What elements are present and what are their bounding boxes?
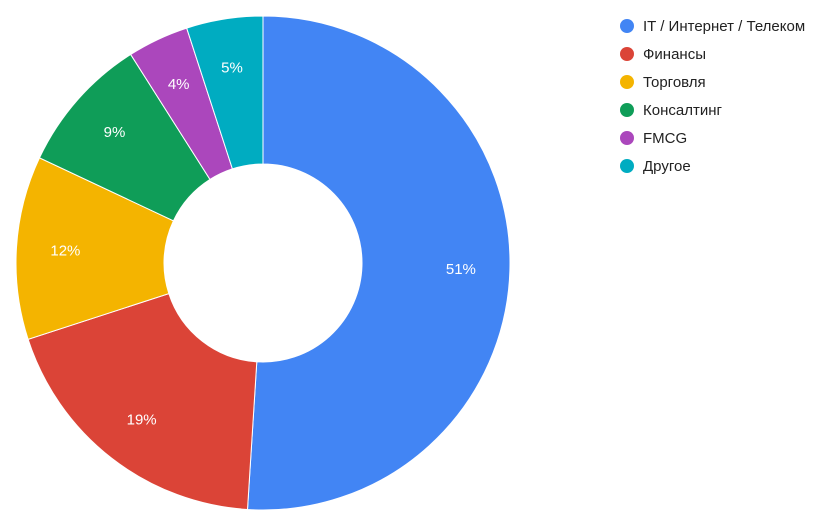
legend-swatch-icon <box>620 47 634 61</box>
donut-slice-2[interactable] <box>15 157 175 340</box>
donut-slice-labels: 51% 19% 12% 9% 4% 5% <box>50 59 476 428</box>
legend-label: FMCG <box>643 129 688 147</box>
chart-legend: IT / Интернет / Телеком Финансы Торговля Ко… <box>620 12 805 180</box>
slice-label-1: 19% <box>127 411 157 428</box>
legend-swatch-icon <box>620 103 634 117</box>
slice-label-2: 12% <box>50 243 80 260</box>
legend-label: Торговля <box>643 73 706 91</box>
legend-item-0[interactable]: IT / Интернет / Телеком <box>620 12 805 40</box>
legend-item-2[interactable]: Торговля <box>620 68 805 96</box>
legend-item-4[interactable]: FMCG <box>620 124 805 152</box>
legend-item-3[interactable]: Консалтинг <box>620 96 805 124</box>
legend-swatch-icon <box>620 159 634 173</box>
donut-slice-1[interactable] <box>27 292 258 511</box>
legend-item-5[interactable]: Другое <box>620 152 805 180</box>
legend-item-1[interactable]: Финансы <box>620 40 805 68</box>
legend-swatch-icon <box>620 75 634 89</box>
legend-label: IT / Интернет / Телеком <box>643 17 806 35</box>
legend-swatch-icon <box>620 131 634 145</box>
legend-swatch-icon <box>620 19 634 33</box>
slice-label-3: 9% <box>104 124 126 141</box>
legend-label: Другое <box>643 157 691 175</box>
legend-label: Финансы <box>643 45 706 63</box>
donut-slices <box>15 15 511 511</box>
slice-label-5: 5% <box>221 59 243 76</box>
donut-slice-5[interactable] <box>186 15 264 170</box>
slice-label-4: 4% <box>168 76 190 93</box>
slice-label-0: 51% <box>446 261 476 278</box>
donut-slice-0[interactable] <box>246 15 511 511</box>
legend-label: Консалтинг <box>643 101 722 119</box>
